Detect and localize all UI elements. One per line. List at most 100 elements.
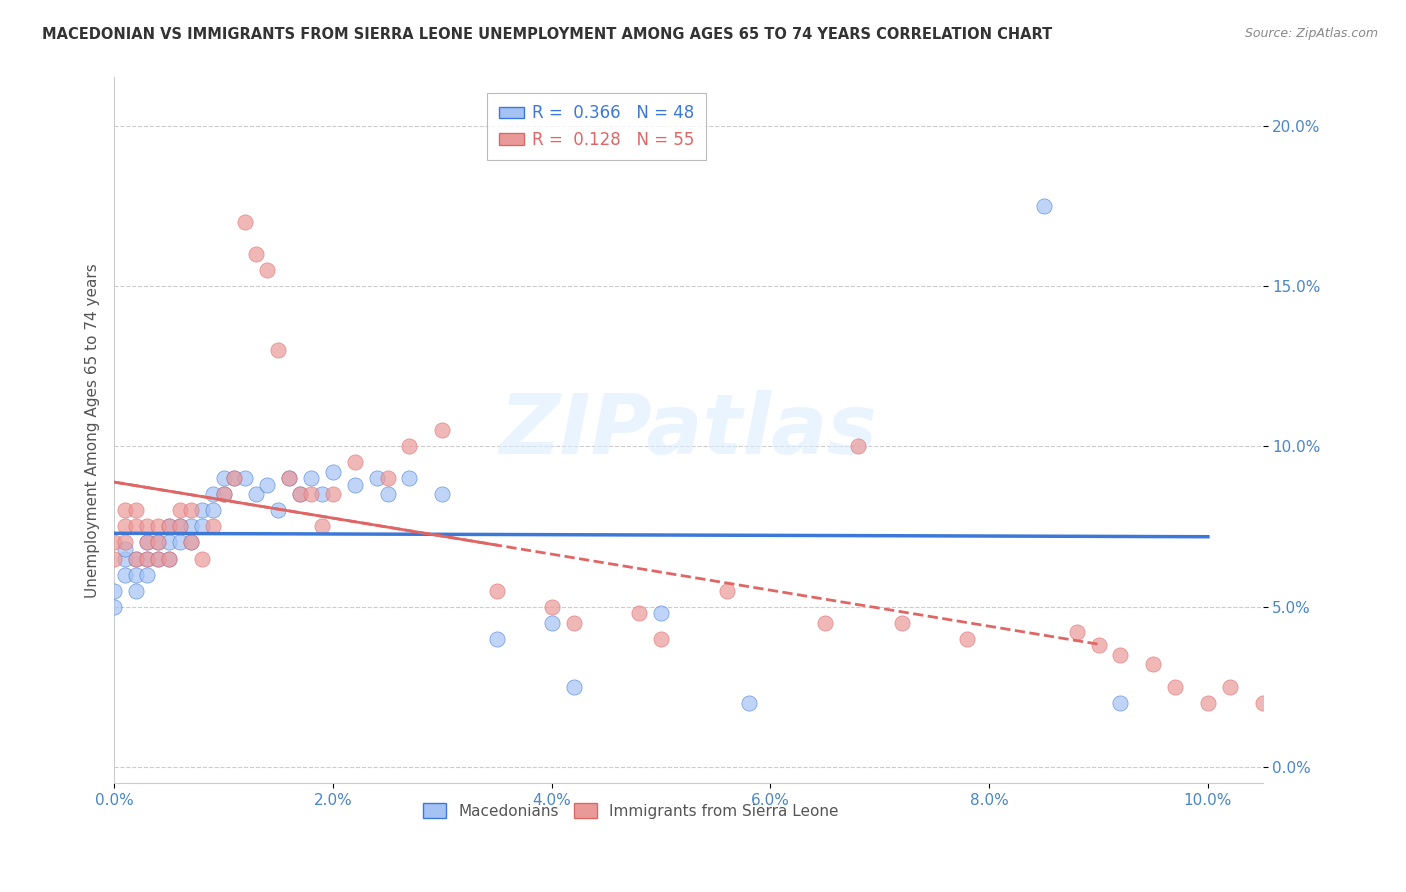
Point <box>169 519 191 533</box>
Point <box>278 471 301 485</box>
Point <box>288 487 311 501</box>
Point <box>136 551 159 566</box>
Point <box>125 551 148 566</box>
Point <box>562 615 585 630</box>
Point <box>814 615 837 630</box>
Text: MACEDONIAN VS IMMIGRANTS FROM SIERRA LEONE UNEMPLOYMENT AMONG AGES 65 TO 74 YEAR: MACEDONIAN VS IMMIGRANTS FROM SIERRA LEO… <box>42 27 1053 42</box>
Point <box>201 503 224 517</box>
Point <box>1251 696 1274 710</box>
Point <box>103 535 125 549</box>
Point <box>103 551 125 566</box>
Point <box>114 541 136 556</box>
Point <box>157 535 180 549</box>
Point <box>103 599 125 614</box>
Point <box>180 535 202 549</box>
Point <box>1219 680 1241 694</box>
Point <box>212 471 235 485</box>
Point <box>180 503 202 517</box>
Point <box>136 567 159 582</box>
Point <box>114 567 136 582</box>
Point <box>311 519 333 533</box>
Point <box>956 632 979 646</box>
Point <box>136 519 159 533</box>
Point <box>245 487 267 501</box>
Point <box>398 439 420 453</box>
Point <box>190 551 212 566</box>
Point <box>114 519 136 533</box>
Point <box>114 503 136 517</box>
Point <box>366 471 388 485</box>
Point <box>343 455 366 469</box>
Point <box>299 487 322 501</box>
Point <box>212 487 235 501</box>
Point <box>146 535 169 549</box>
Point <box>256 477 278 491</box>
Legend: Macedonians, Immigrants from Sierra Leone: Macedonians, Immigrants from Sierra Leon… <box>418 797 845 825</box>
Point <box>114 535 136 549</box>
Point <box>377 487 399 501</box>
Point <box>628 606 651 620</box>
Point <box>169 503 191 517</box>
Point <box>398 471 420 485</box>
Point <box>157 551 180 566</box>
Point <box>169 535 191 549</box>
Point <box>114 551 136 566</box>
Point <box>235 471 257 485</box>
Point <box>716 583 738 598</box>
Point <box>146 519 169 533</box>
Point <box>1109 648 1132 662</box>
Point <box>169 519 191 533</box>
Point <box>212 487 235 501</box>
Y-axis label: Unemployment Among Ages 65 to 74 years: Unemployment Among Ages 65 to 74 years <box>86 263 100 598</box>
Point <box>103 583 125 598</box>
Point <box>267 343 290 357</box>
Point <box>201 519 224 533</box>
Point <box>540 615 562 630</box>
Point <box>256 263 278 277</box>
Point <box>432 423 454 437</box>
Point <box>1109 696 1132 710</box>
Point <box>235 215 257 229</box>
Point <box>377 471 399 485</box>
Text: Source: ZipAtlas.com: Source: ZipAtlas.com <box>1244 27 1378 40</box>
Point <box>125 583 148 598</box>
Text: ZIPatlas: ZIPatlas <box>499 390 877 471</box>
Point <box>278 471 301 485</box>
Point <box>146 551 169 566</box>
Point <box>1197 696 1219 710</box>
Point <box>157 519 180 533</box>
Point <box>1164 680 1187 694</box>
Point <box>540 599 562 614</box>
Point <box>224 471 246 485</box>
Point <box>245 247 267 261</box>
Point <box>1087 638 1109 652</box>
Point <box>125 567 148 582</box>
Point <box>322 465 344 479</box>
Point <box>432 487 454 501</box>
Point <box>190 503 212 517</box>
Point <box>125 551 148 566</box>
Point <box>650 632 672 646</box>
Point <box>650 606 672 620</box>
Point <box>846 439 869 453</box>
Point <box>136 535 159 549</box>
Point <box>1066 625 1088 640</box>
Point <box>343 477 366 491</box>
Point <box>136 551 159 566</box>
Point <box>288 487 311 501</box>
Point <box>157 519 180 533</box>
Point <box>890 615 912 630</box>
Point <box>146 551 169 566</box>
Point <box>190 519 212 533</box>
Point <box>146 535 169 549</box>
Point <box>267 503 290 517</box>
Point <box>201 487 224 501</box>
Point <box>1032 199 1054 213</box>
Point <box>485 583 508 598</box>
Point <box>125 503 148 517</box>
Point <box>125 519 148 533</box>
Point <box>180 519 202 533</box>
Point <box>737 696 759 710</box>
Point <box>136 535 159 549</box>
Point <box>322 487 344 501</box>
